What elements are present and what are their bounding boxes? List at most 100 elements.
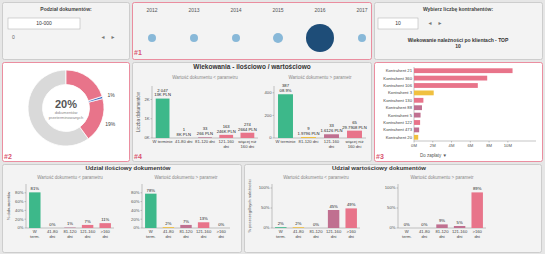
axis-line	[414, 141, 536, 142]
donut-center-value: 20%	[55, 98, 77, 110]
tick-label: 0	[269, 135, 272, 140]
tick	[273, 138, 275, 139]
tick-label: 60%	[131, 199, 140, 204]
text-line: 2%	[295, 221, 301, 226]
text-line: 2017	[356, 7, 367, 13]
text-line: 0K	[144, 135, 149, 140]
text-line: 89%	[473, 186, 482, 191]
tick-label: 20%	[15, 217, 24, 222]
chart-title: Udział wartościowy dokumentów	[332, 165, 426, 171]
bar	[414, 127, 419, 132]
text-line: dni	[223, 144, 229, 149]
text-line: 81-120 dni	[195, 139, 215, 144]
text-line: 0%	[313, 222, 319, 227]
tick-label: 10M	[504, 143, 513, 148]
tick	[397, 228, 399, 229]
category-label: >160dni	[216, 229, 226, 239]
text-line: dni	[201, 234, 207, 239]
tick	[273, 115, 275, 116]
bar	[471, 192, 482, 228]
text-line: 40%	[131, 208, 140, 213]
text-line: 08.9%	[280, 88, 292, 93]
text-line: term.	[402, 234, 412, 239]
category-label: 81-120 dni	[299, 139, 319, 144]
text-line: Do zapłaty ▼	[420, 153, 447, 158]
axis-line	[26, 184, 27, 228]
category-label: więcej niż160 dni	[238, 139, 256, 149]
bar-chart: Wartość dokumentu > parametr0%50%100%Wte…	[385, 175, 486, 240]
filter-arrow: ◄	[101, 34, 106, 40]
tick-label: 200	[265, 113, 273, 118]
text-line: Udział wartościowy dokumentów	[332, 165, 426, 171]
category-label: 41-80 dni	[175, 139, 193, 144]
category-label: Kontrahent 3	[388, 90, 413, 95]
filters: Podział dokumentów:10-0000◄►Wybierz licz…	[8, 6, 493, 40]
text-line: 1%	[67, 221, 73, 226]
text-line: 160 dni	[348, 144, 362, 149]
donut-chart: 19%1%20%dokumentówprzeterminowanych#2	[4, 70, 116, 160]
text-line: 100%	[385, 185, 396, 190]
text-line: 20%	[55, 98, 77, 110]
text-line: Wiekowania - ilościowo / wartościowo	[193, 63, 310, 70]
tick	[397, 208, 399, 209]
text-line: Podział dokumentów:	[40, 6, 92, 12]
tick	[141, 228, 143, 229]
bar-chart: Wartość dokumentu > parametr0200400W ter…	[265, 75, 367, 150]
category-label: Wterm.	[276, 229, 286, 239]
text-line: dni	[331, 234, 337, 239]
tick-label: 40%	[15, 208, 24, 213]
tick-label: 80%	[15, 190, 24, 195]
axis-line	[398, 184, 399, 228]
category-label: Kontrahent 20	[386, 135, 413, 140]
category-label: więcej niż160 dni	[345, 139, 363, 149]
bar	[414, 120, 420, 125]
tick-label: 20%	[131, 217, 140, 222]
category-label: 121-160dni	[452, 229, 468, 239]
text-line: 5%	[457, 220, 463, 225]
data-label: 6529.7908 PLN	[342, 120, 366, 130]
text-line: dni	[439, 234, 445, 239]
bar-chart-horizontal: Wiekowanie należności po klientach - TOP…	[376, 37, 536, 160]
panel-hash: #4	[134, 153, 142, 160]
category-label: >160dni	[100, 229, 110, 239]
bar	[180, 225, 191, 228]
data-label: 33266 PLN	[197, 126, 213, 136]
bar	[414, 90, 434, 95]
bar	[156, 99, 170, 138]
data-label: 163246K PLN	[217, 124, 236, 134]
text-line: 0%	[17, 225, 23, 230]
tick	[271, 228, 273, 229]
data-label: 0%	[404, 222, 410, 227]
category-label: 121-160dni	[219, 139, 235, 149]
category-label: Wterm.	[402, 229, 412, 239]
filter-arrow: ►	[438, 20, 443, 26]
tick-label: 0%	[133, 225, 139, 230]
data-label: 45%	[329, 204, 338, 209]
text-line: % dokumentów	[6, 191, 11, 221]
donut-slice	[66, 70, 102, 101]
tick-label: 50%	[261, 205, 270, 210]
bar	[324, 134, 339, 138]
category-label: 81-120 dni	[195, 139, 215, 144]
bar	[215, 228, 226, 229]
text-line: 2M	[430, 143, 436, 148]
bar-chart: Wartość dokumentu > parametr0%20%40%60%8…	[131, 175, 230, 240]
text-line: dni	[348, 234, 354, 239]
tick-label: 0%	[263, 225, 269, 230]
data-label: 0%	[313, 222, 319, 227]
text-line: % poszczególnych należności	[247, 179, 252, 232]
marks	[414, 68, 513, 139]
text-line: 400	[265, 90, 273, 95]
text-line: 41-80 dni	[175, 139, 193, 144]
bar	[345, 208, 356, 228]
text-line: Kontrahent 3	[388, 90, 413, 95]
chart-title: Wiekowanie należności po klientach - TOP…	[408, 37, 509, 49]
tick-label: 1K	[144, 116, 149, 121]
bar	[219, 135, 233, 138]
text-line: dni	[50, 234, 56, 239]
text-line: 29.7908 PLN	[342, 125, 366, 130]
text-line: 2014	[230, 7, 241, 13]
category-label: W terminie	[275, 139, 296, 144]
panel	[375, 63, 543, 162]
text-line: 2K	[144, 97, 149, 102]
